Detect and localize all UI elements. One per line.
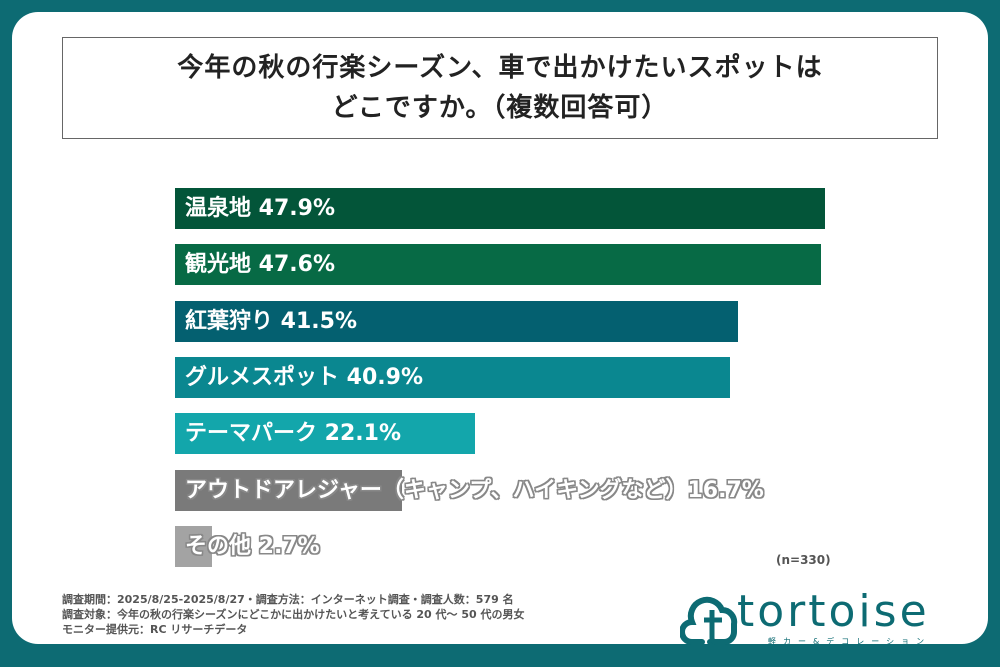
sample-size: (n=330): [776, 553, 831, 567]
bar-label: 温泉地 47.9%: [185, 196, 335, 221]
note-provider: モニター提供元：RC リサーチデータ: [62, 623, 248, 636]
title-line-2: どこですか。（複数回答可）: [331, 93, 669, 123]
bar: [175, 300, 739, 342]
bar: [175, 188, 825, 229]
bar: [175, 244, 821, 286]
bar: [175, 469, 402, 511]
survey-notes: 調査期間：2025/8/25-2025/8/27・調査方法：インターネット調査・…: [62, 592, 525, 637]
cloud-t-icon: [680, 596, 738, 645]
bar-label: アウトドアレジャー（キャンプ、ハイキングなど）16.7%: [185, 477, 764, 503]
bar: [175, 356, 730, 398]
bar-label: その他 2.7%: [185, 533, 320, 559]
title-line-1: 今年の秋の行楽シーズン、車で出かけたいスポットは: [177, 53, 823, 83]
chart-title: 今年の秋の行楽シーズン、車で出かけたいスポットは どこですか。（複数回答可）: [62, 37, 938, 139]
bar: [175, 525, 212, 567]
logo-subtitle: 軽カー&デコレーション: [768, 637, 932, 646]
bar: [175, 413, 475, 455]
bar-label: テーマパーク 22.1%: [185, 421, 401, 447]
note-period: 調査期間：2025/8/25-2025/8/27・調査方法：インターネット調査・…: [62, 593, 514, 606]
bar-label: 紅葉狩り 41.5%: [185, 308, 357, 334]
note-target: 調査対象：今年の秋の行楽シーズンにどこかに出かけたいと考えている 20 代～ 5…: [62, 608, 525, 621]
logo-text: tortoise: [737, 586, 930, 637]
bar-label: グルメスポット 40.9%: [185, 364, 423, 390]
tortoise-logo: tortoise 軽カー&デコレーション: [680, 586, 950, 652]
bar-label: 観光地 47.6%: [185, 252, 335, 278]
